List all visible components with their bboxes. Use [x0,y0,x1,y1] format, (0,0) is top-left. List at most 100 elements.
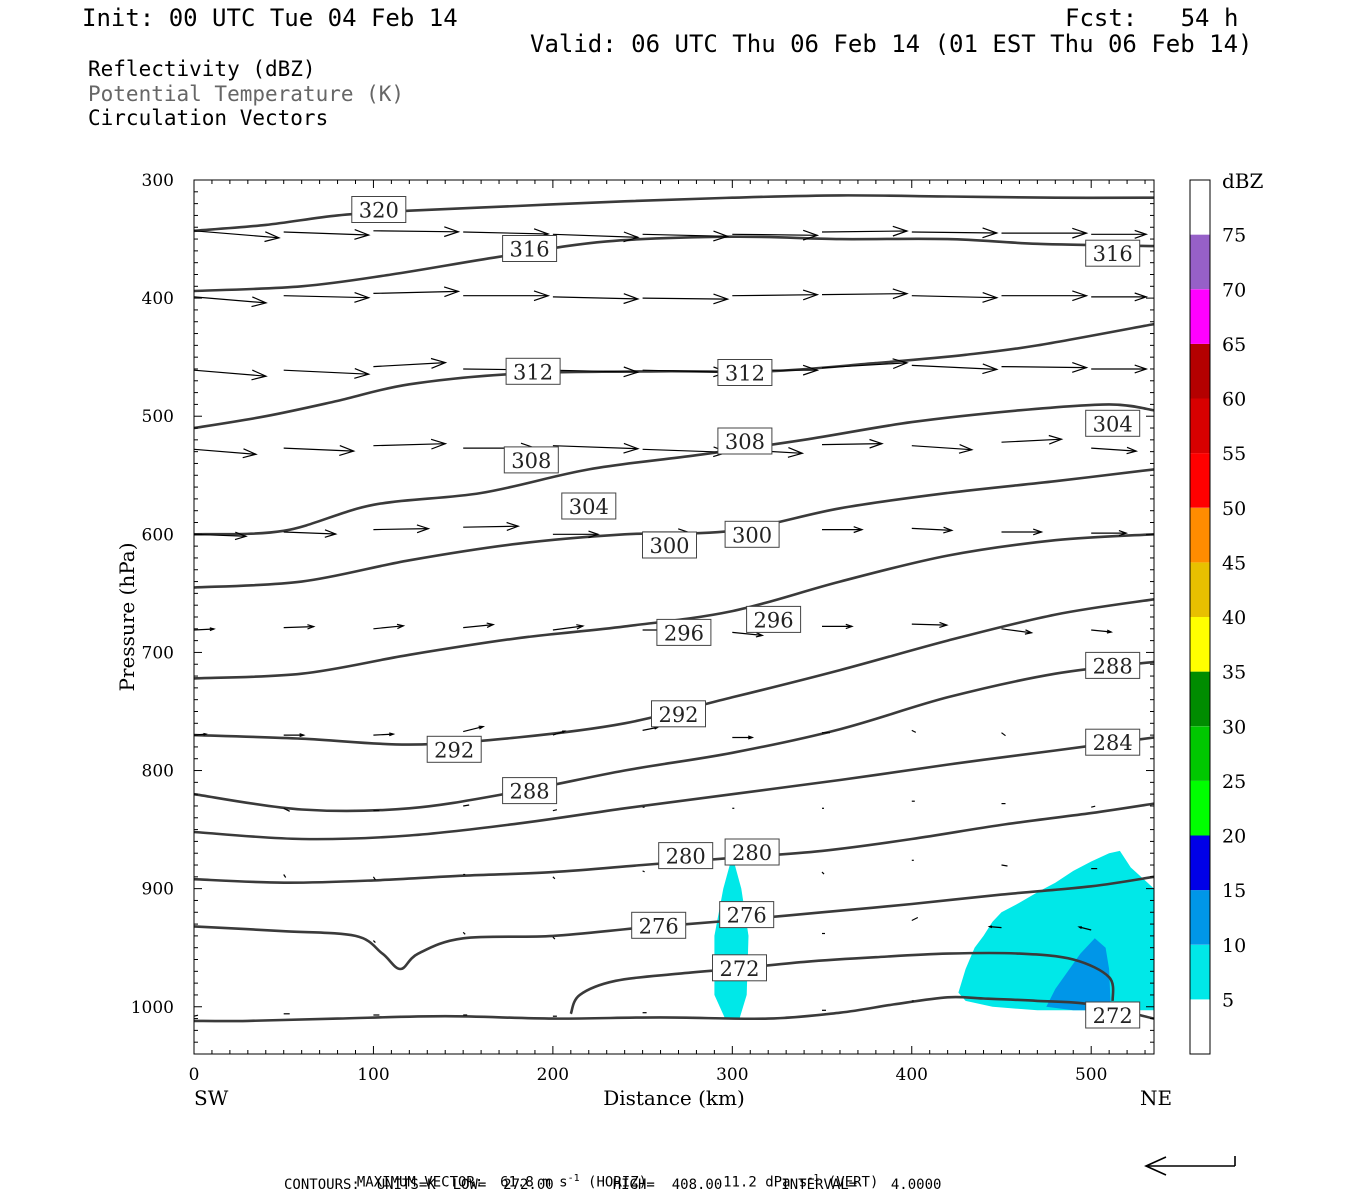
circulation-vector-61 [732,631,765,638]
colorbar-segment-50-55 [1190,453,1210,508]
vector-shaft [193,230,280,239]
vector-head [354,292,371,303]
vector-head [1134,229,1149,239]
circulation-vector-48 [552,530,600,539]
y-tick-label-600: 600 [142,525,174,545]
vector-shaft [732,294,818,297]
vector-shaft [911,295,997,299]
vector-head [1106,629,1114,634]
contour-label-288-16: 288 [1085,651,1141,679]
reflectivity-area-10dbz-2 [1046,938,1111,1011]
x-tick-label-200: 200 [537,1065,569,1085]
circulation-vector-63 [911,621,949,628]
contour-label-300-10: 300 [724,520,780,548]
circulation-vector-88 [372,876,376,881]
circulation-vector-29 [821,358,909,370]
colorbar-tick-label-20: 20 [1222,826,1246,848]
vector-shaft [642,233,728,237]
vector-shaft [821,362,908,369]
reflectivity-area-5dbz-1 [958,850,1154,1011]
circulation-vector-80 [552,809,558,812]
vector-head [234,531,248,541]
vector-head [562,730,567,734]
vector-head [1077,926,1082,930]
vector-shaft [1001,628,1032,634]
circulation-vector-22 [193,369,268,381]
colorbar-unit: dBZ [1222,169,1264,193]
vector-head [787,447,805,458]
contour-label-288-15: 288 [502,777,558,805]
circulation-vector-72 [732,735,755,740]
x-right-label: NE [1140,1086,1172,1110]
contour-label-box [712,954,767,982]
contour-label-box [658,842,714,870]
contour-label-320-0: 320 [351,196,407,223]
vector-head [982,292,999,303]
contour-label-312-3: 312 [505,357,561,385]
vector-shaft [911,445,972,451]
contour-label-box [1085,1001,1141,1029]
colorbar-tick-label-45: 45 [1222,552,1246,574]
vector-shaft [821,443,883,446]
colorbar-tick-label-5: 5 [1222,989,1234,1011]
vector-head [251,296,268,308]
contour-label-text: 308 [511,449,551,473]
max-vector-horiz: MAXIMUM VECTOR: 61.8 m s [356,1174,568,1191]
vector-shaft [193,533,247,537]
contour-label-292-13: 292 [426,735,482,763]
contour-label-layer: 320 316 316 312 312 308 308 304 304 300 300 296 296 2… [351,196,1141,1029]
contour-label-276-21: 276 [719,901,775,929]
vector-shaft [642,369,728,373]
vector-shaft [462,931,466,935]
contour-label-text: 300 [732,523,772,547]
contour-label-box [724,520,780,548]
vector-head [416,524,431,534]
vector-shaft [642,726,658,731]
colorbar-tick-label-75: 75 [1222,225,1246,247]
contour-label-box [503,446,559,474]
vector-head [299,733,306,738]
forecast-hour: Fcst: 54 h [1065,4,1239,32]
contour-label-292-14: 292 [651,700,706,728]
circulation-vector-98 [552,936,556,940]
circulation-vector-6 [732,229,820,241]
circulation-vector-5 [642,230,730,242]
vector-shaft [193,448,257,455]
circulation-vector-31 [1001,362,1089,373]
circulation-vector-30 [911,363,999,375]
theta-contour-316-12 [193,194,1155,233]
vector-shaft [373,625,404,630]
vector-shaft [283,369,369,375]
contour-label-text: 300 [649,534,689,558]
circulation-vector-67 [283,733,306,738]
circulation-vector-53 [1001,528,1044,536]
contour-label-276-20: 276 [631,911,687,939]
circulation-vector-68 [373,732,396,737]
contour-label-text: 292 [658,703,698,727]
contour-label-316-1: 316 [502,235,558,262]
circulation-vector-12 [283,292,371,303]
contour-label-text: 280 [732,841,772,865]
contour-label-text: 296 [754,608,794,632]
circulation-vector-23 [283,368,371,379]
circulation-vector-21 [1091,292,1149,302]
circulation-vector-69 [463,725,486,733]
vector-shaft [552,296,638,300]
reflectivity-fill-layer [714,850,1154,1019]
vector-head [747,735,755,740]
vector-shaft [642,448,728,453]
contour-label-text: 308 [725,430,765,454]
colorbar-segment-30-35 [1190,671,1210,727]
colorbar-frame [1189,179,1211,1055]
circulation-vector-17 [732,289,820,301]
y-tick-label-900: 900 [142,880,174,900]
circulation-vector-70 [552,730,567,736]
vector-shaft [283,295,369,299]
vector-head [755,632,765,638]
circulation-vector-77 [283,807,290,812]
colorbar-segment-25-30 [1190,726,1210,781]
valid-time: Valid: 06 UTC Thu 06 Feb 14 (01 EST Thu … [530,30,1253,58]
vector-shaft [1001,438,1062,443]
contour-label-272-22: 272 [712,954,767,982]
vector-shaft [642,870,645,873]
